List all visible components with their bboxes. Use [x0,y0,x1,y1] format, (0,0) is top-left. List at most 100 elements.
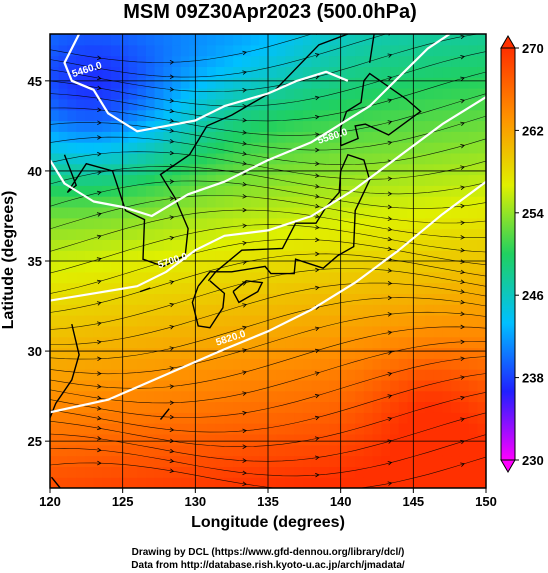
field-cell [163,34,173,46]
field-cell [180,142,191,154]
field-cell [84,55,95,67]
field-cell [381,196,391,208]
field-cell [477,44,486,57]
field-cell [119,55,130,67]
field-cell [137,325,147,338]
field-cell [50,358,60,370]
field-cell [451,131,461,143]
field-cell [128,412,138,424]
field-cell [372,207,382,219]
field-cell [189,207,199,219]
wind-arrow [169,128,175,133]
field-cell [154,434,164,446]
field-cell [250,401,260,413]
field-cell [416,196,426,208]
field-cell [459,261,470,273]
field-cell [189,466,199,478]
field-cell [67,390,77,403]
wind-arrow [314,415,320,421]
field-cell [233,336,243,349]
field-cell [172,358,182,370]
field-cell [302,358,313,370]
field-cell [119,142,130,154]
field-cell [259,477,269,488]
field-cell [215,44,225,57]
field-cell [93,131,103,143]
field-cell [84,239,95,251]
field-cell [119,120,130,132]
field-cell [241,390,252,403]
field-cell [433,250,443,262]
field-cell [224,444,234,457]
field-cell [241,77,252,89]
field-cell [241,228,252,240]
wind-arrow [169,366,175,371]
wind-arrow [169,118,175,123]
field-cell [67,207,77,219]
wind-arrow [169,448,175,454]
field-cell [425,55,435,67]
field-cell [145,217,156,230]
field-cell [119,379,130,392]
field-cell [320,401,330,413]
field-cell [268,444,278,457]
field-cell [302,423,313,435]
field-cell [111,196,121,208]
field-cell [224,120,234,132]
field-cell [172,163,182,176]
field-cell [58,369,68,381]
field-cell [67,455,77,467]
streamline [50,34,481,93]
field-cell [233,152,243,165]
field-cell [416,293,426,305]
coastline [50,323,80,418]
field-cell [416,77,426,89]
field-cell [390,390,400,403]
field-cell [241,185,252,197]
field-cell [215,152,225,165]
field-cell [111,304,121,316]
field-cell [276,66,286,78]
field-cell [50,282,60,294]
field-cell [50,261,60,273]
field-cell [459,434,470,446]
field-cell [84,315,95,327]
field-cell [477,423,486,435]
field-cell [128,98,138,111]
wind-arrow [242,194,248,199]
field-cell [442,152,452,165]
wind-arrow [460,311,466,316]
field-cell [128,315,138,327]
field-cell [58,336,68,349]
field-cell [180,347,191,359]
field-cell [137,466,147,478]
field-cell [111,163,121,176]
field-cell [137,152,147,165]
field-cell [285,282,295,294]
field-cell [102,55,112,67]
field-cell [276,109,286,122]
field-cell [198,401,208,413]
field-cell [381,390,391,403]
field-cell [58,455,68,467]
field-cell [128,228,138,240]
field-cell [433,423,443,435]
wind-arrow [460,417,466,422]
field-cell [425,444,435,457]
field-cell [477,390,486,403]
wind-arrow [460,279,466,284]
field-cell [442,477,452,488]
field-cell [390,358,400,370]
field-cell [486,304,495,315]
field-cell [381,88,391,100]
field-cell [381,152,391,165]
field-cell [180,66,191,78]
field-cell [102,466,112,478]
field-cell [111,423,121,435]
field-cell [250,44,260,57]
field-cell [111,142,121,154]
field-cell [468,239,478,251]
field-cell [337,455,348,467]
field-cell [355,120,365,132]
field-cell [198,325,208,338]
